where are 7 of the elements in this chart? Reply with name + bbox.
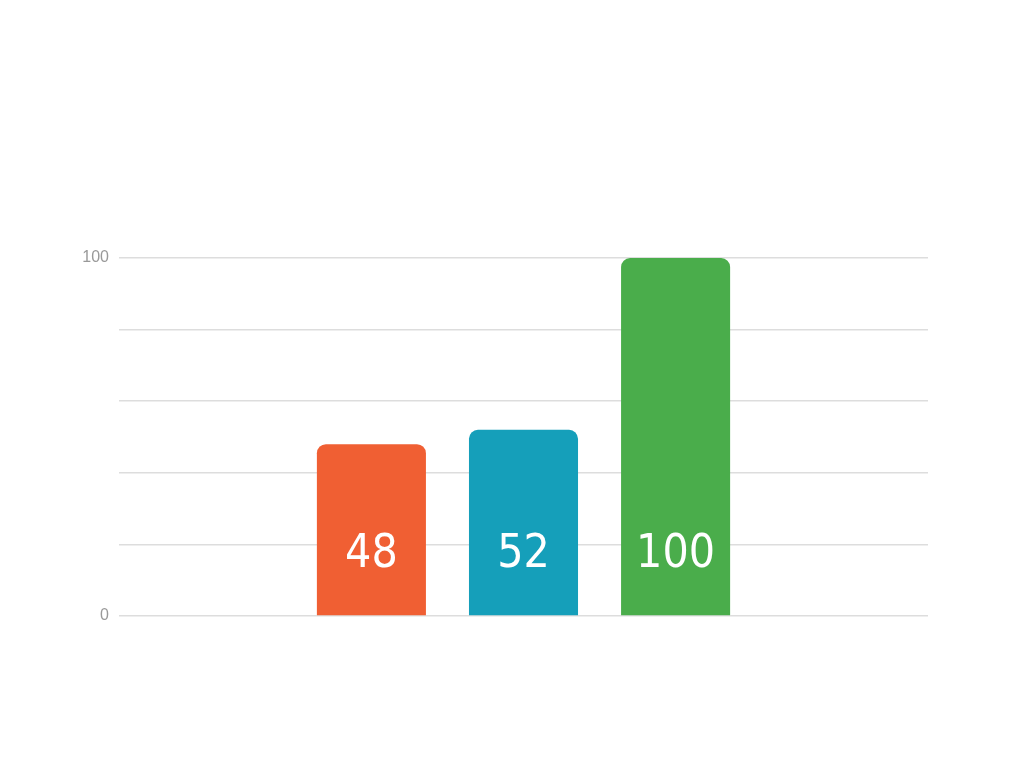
- data-label: 52: [497, 524, 550, 579]
- bar: [468, 429, 579, 616]
- data-label: 48: [345, 524, 398, 579]
- y-tick-label: 0: [100, 606, 110, 624]
- bar: [621, 258, 731, 616]
- data-label: 100: [636, 524, 716, 579]
- bar: [316, 444, 426, 616]
